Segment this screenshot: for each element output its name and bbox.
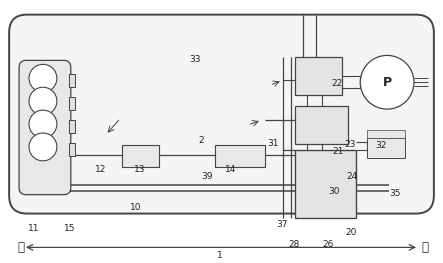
FancyBboxPatch shape [19,60,71,195]
Bar [69,120,75,133]
Text: 2: 2 [199,136,205,145]
Bar [367,130,405,138]
Bar [69,74,75,87]
Text: 13: 13 [134,165,146,174]
Text: 24: 24 [346,172,357,181]
Text: 10: 10 [130,203,141,212]
Text: 26: 26 [323,240,334,249]
Bar [295,106,348,144]
Text: 23: 23 [345,140,356,149]
Text: 37: 37 [276,220,288,229]
Text: 33: 33 [189,55,201,64]
Circle shape [29,87,57,115]
Text: 15: 15 [64,224,75,233]
Text: 35: 35 [389,189,400,198]
Bar [295,57,342,95]
Text: 20: 20 [346,228,357,237]
Text: P: P [383,76,392,89]
Circle shape [29,133,57,161]
Bar [367,138,405,158]
Text: 28: 28 [288,240,300,249]
Text: 31: 31 [268,139,279,148]
Text: 11: 11 [27,224,39,233]
Text: 后: 后 [422,241,429,254]
Bar [69,143,75,156]
Text: 14: 14 [225,165,236,174]
Bar [295,150,356,218]
Text: 21: 21 [333,147,344,156]
Text: 39: 39 [202,172,213,181]
FancyBboxPatch shape [9,15,434,214]
Circle shape [360,55,414,109]
Circle shape [29,64,57,92]
Text: 前: 前 [17,241,24,254]
Text: 12: 12 [95,165,106,174]
Text: 22: 22 [332,79,343,88]
Text: 1: 1 [218,251,223,260]
Circle shape [29,110,57,138]
Bar [121,145,159,167]
Bar [69,97,75,110]
Text: 32: 32 [375,141,387,150]
Bar [215,145,265,167]
Text: 30: 30 [329,187,340,196]
